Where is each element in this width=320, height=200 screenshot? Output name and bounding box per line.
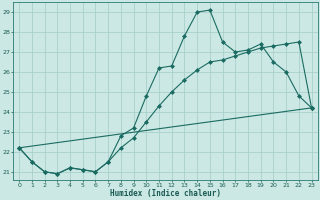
X-axis label: Humidex (Indice chaleur): Humidex (Indice chaleur) <box>110 189 221 198</box>
